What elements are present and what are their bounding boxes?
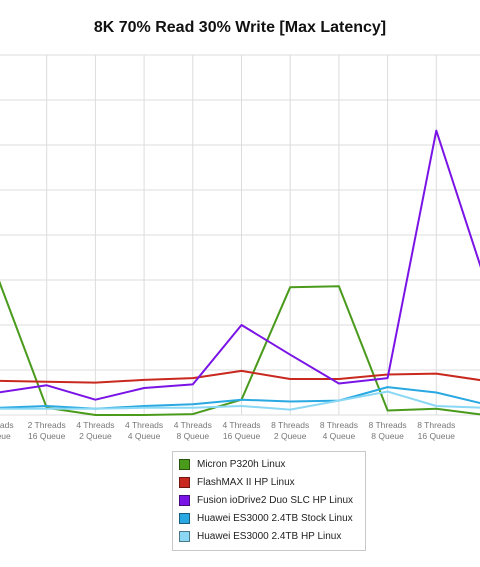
x-tick-label: 8 Queue: [176, 431, 209, 441]
chart-title: 8K 70% Read 30% Write [Max Latency]: [93, 19, 387, 36]
x-tick-label: 2 Queue: [79, 431, 112, 441]
legend-label: Micron P320h Linux: [197, 458, 286, 470]
legend-swatch: [179, 476, 190, 488]
legend-swatch: [179, 458, 190, 470]
x-tick-label: 2 Threads: [28, 420, 66, 430]
legend-item: Fusion ioDrive2 Duo SLC HP Linux: [179, 491, 359, 509]
x-tick-label: 4 Queue: [323, 431, 356, 441]
series-line-1: [0, 369, 480, 384]
legend-item: FlashMAX II HP Linux: [179, 473, 359, 491]
legend-swatch: [179, 530, 190, 542]
x-tick-label: Queue: [0, 431, 11, 441]
grid-lines: [0, 54, 480, 416]
x-tick-label: 4 Queue: [128, 431, 161, 441]
x-tick-label: 4 Threads: [125, 420, 163, 430]
series-line-2: [0, 129, 480, 401]
legend-swatch: [179, 512, 190, 524]
x-tick-label: 8 Threads: [320, 420, 358, 430]
series-line-0: [0, 280, 480, 416]
x-tick-label: 2 Queue: [274, 431, 307, 441]
x-tick-label: 8 Threads: [417, 420, 455, 430]
series-line-4: [0, 390, 480, 411]
x-tick-label: 16 Queue: [28, 431, 66, 441]
x-tick-label: 8 Threads: [369, 420, 407, 430]
legend-item: Micron P320h Linux: [179, 455, 359, 473]
x-tick-label: 16 Queue: [223, 431, 261, 441]
x-tick-label: 8 Queue: [371, 431, 404, 441]
x-tick-label: Threads: [0, 420, 14, 430]
x-tick-label: 4 Threads: [174, 420, 212, 430]
x-tick-label: 16 Queue: [418, 431, 456, 441]
x-tick-label: 4 Threads: [76, 420, 114, 430]
legend: Micron P320h Linux FlashMAX II HP Linux Fu…: [172, 451, 366, 551]
x-tick-label: 8 Threads: [271, 420, 309, 430]
legend-label: Huawei ES3000 2.4TB HP Linux: [197, 530, 342, 542]
legend-swatch: [179, 494, 190, 506]
x-tick-label: 4 Threads: [222, 420, 260, 430]
legend-label: FlashMAX II HP Linux: [197, 476, 295, 488]
legend-item: Huawei ES3000 2.4TB HP Linux: [179, 527, 359, 545]
legend-item: Huawei ES3000 2.4TB Stock Linux: [179, 509, 359, 527]
legend-label: Huawei ES3000 2.4TB Stock Linux: [197, 512, 353, 524]
series-lines: [0, 129, 480, 416]
legend-label: Fusion ioDrive2 Duo SLC HP Linux: [197, 494, 354, 506]
